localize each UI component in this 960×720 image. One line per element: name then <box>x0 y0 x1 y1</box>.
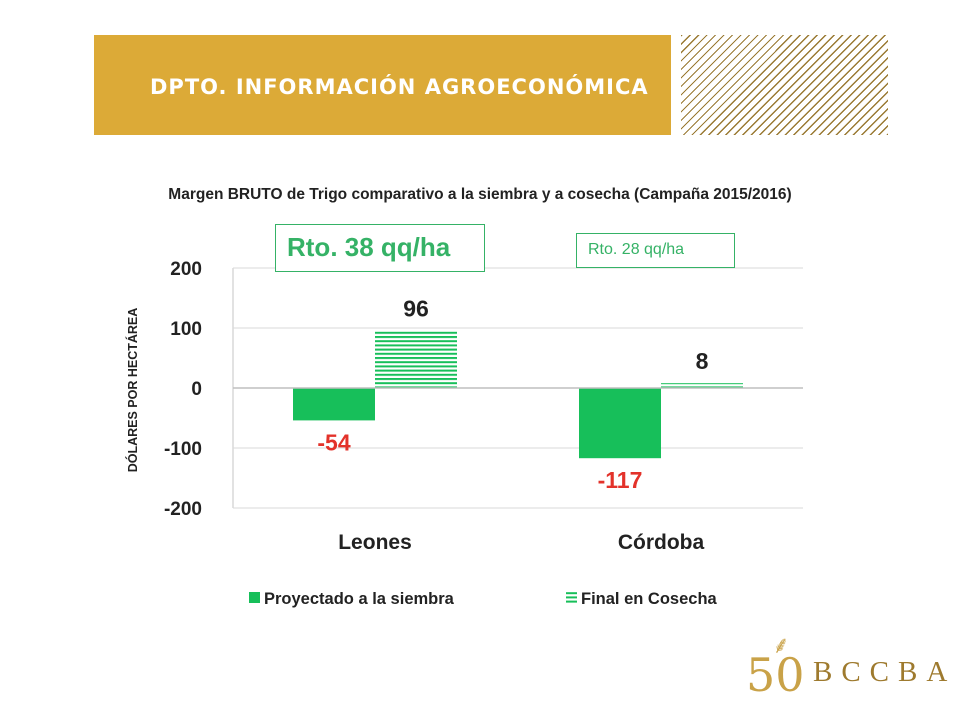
bar-projected-2 <box>579 388 661 459</box>
chart-subtitle: Margen BRUTO de Trigo comparativo a la s… <box>168 186 792 203</box>
y-tick-label: -200 <box>164 499 202 520</box>
logo-text: BCCBA <box>813 656 957 688</box>
yield-callout-leones: Rto. 38 qq/ha <box>275 224 485 272</box>
bar-final-2 <box>661 383 743 388</box>
y-tick-label: -100 <box>164 439 202 460</box>
logo-number: 50 <box>746 648 805 702</box>
legend: Proyectado a la siembra Final en Cosecha <box>249 590 718 608</box>
data-label: -117 <box>598 467 643 493</box>
yield-callout-leones-text: Rto. 38 qq/ha <box>287 232 451 262</box>
y-tick-label: 100 <box>170 319 202 340</box>
yield-callout-cordoba: Rto. 28 qq/ha <box>576 233 735 268</box>
yield-callout-cordoba-text: Rto. 28 qq/ha <box>588 241 685 258</box>
bar-final-1 <box>375 330 457 388</box>
axes: 200 100 0 -100 -200 DÓLARES POR HECTÁREA <box>125 259 803 520</box>
legend-swatch <box>249 592 260 603</box>
grid-lines <box>233 267 803 509</box>
data-label: 96 <box>403 295 429 321</box>
legend-label: Final en Cosecha <box>581 590 718 608</box>
labels: -54 96 Leones -117 8 Córdoba <box>317 295 708 554</box>
x-tick-label: Leones <box>338 531 412 554</box>
legend-label: Proyectado a la siembra <box>264 590 455 608</box>
y-tick-label: 200 <box>170 259 202 280</box>
decorative-stripes <box>681 35 888 135</box>
wheat-icon: ⸙ <box>772 632 790 659</box>
bar-projected-1 <box>293 388 375 421</box>
data-label: 8 <box>696 348 709 374</box>
y-tick-label: 0 <box>191 379 202 400</box>
legend-swatch <box>566 592 577 603</box>
data-label: -54 <box>317 429 350 455</box>
x-tick-label: Córdoba <box>618 531 705 554</box>
page-title: DPTO. INFORMACIÓN AGROECONÓMICA <box>150 75 649 99</box>
header-banner: DPTO. INFORMACIÓN AGROECONÓMICA <box>94 35 671 135</box>
bars <box>293 330 743 459</box>
y-axis-label: DÓLARES POR HECTÁREA <box>125 308 140 473</box>
